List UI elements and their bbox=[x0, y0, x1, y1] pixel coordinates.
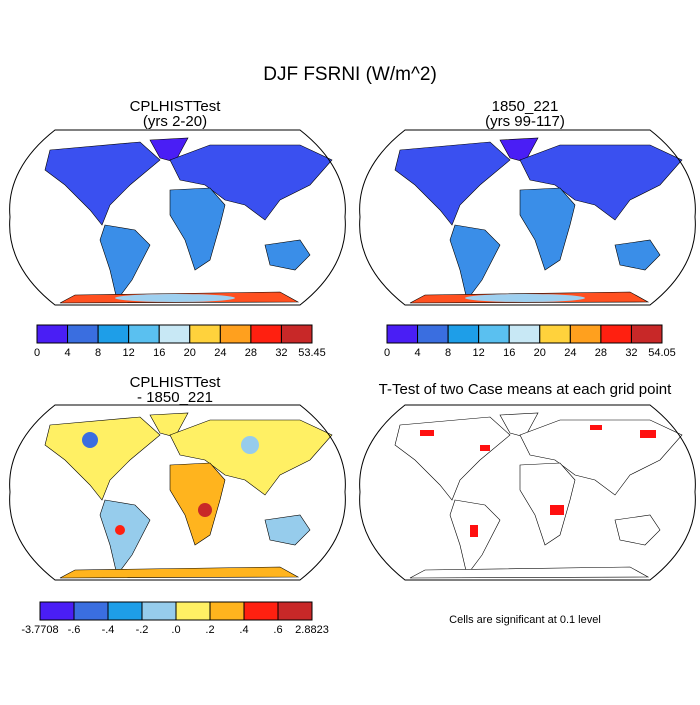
colorbar-box bbox=[280, 324, 313, 344]
colorbar-label: 53.45 bbox=[298, 347, 326, 359]
colorbar-label: 0 bbox=[384, 347, 390, 359]
panel-title: T-Test of two Case means at each grid po… bbox=[379, 381, 672, 398]
colorbar-box bbox=[39, 601, 75, 621]
map bbox=[9, 404, 346, 581]
colorbar-box bbox=[209, 601, 245, 621]
colorbar-box bbox=[277, 601, 313, 621]
colorbar-box bbox=[386, 324, 419, 344]
colorbar-box bbox=[189, 324, 221, 344]
colorbar-box bbox=[630, 324, 663, 344]
colorbar-box bbox=[417, 324, 449, 344]
colorbar-label: 8 bbox=[445, 347, 451, 359]
colorbar-box bbox=[128, 324, 160, 344]
colorbar-label: .4 bbox=[239, 624, 248, 636]
colorbar-box bbox=[219, 324, 252, 344]
panel-title: CPLHISTTest bbox=[130, 98, 222, 115]
colorbar-box bbox=[600, 324, 632, 344]
colorbar-label: .0 bbox=[171, 624, 180, 636]
colorbar-label: .2 bbox=[205, 624, 214, 636]
colorbar-label: 32 bbox=[625, 347, 637, 359]
colorbar-label: -.2 bbox=[136, 624, 149, 636]
colorbar-label: 12 bbox=[123, 347, 135, 359]
colorbar-label: 16 bbox=[503, 347, 515, 359]
colorbar-box bbox=[447, 324, 480, 344]
colorbar-box bbox=[539, 324, 571, 344]
colorbar-box bbox=[508, 324, 541, 344]
colorbar-label: 28 bbox=[595, 347, 607, 359]
colorbar-label: 28 bbox=[245, 347, 257, 359]
map bbox=[9, 129, 346, 306]
panel-title: CPLHISTTest bbox=[130, 374, 222, 391]
colorbar-box bbox=[141, 601, 177, 621]
colorbar-label: 2.8823 bbox=[295, 624, 329, 636]
colorbar-label: 24 bbox=[564, 347, 576, 359]
colorbar-label: -.6 bbox=[68, 624, 81, 636]
panel-subtitle: - 1850_221 bbox=[137, 389, 213, 406]
panel-subtitle: (yrs 99-117) bbox=[485, 113, 565, 130]
panel-subtitle: (yrs 2-20) bbox=[143, 113, 207, 130]
note: Cells are significant at 0.1 level bbox=[449, 614, 601, 626]
colorbar-label: 24 bbox=[214, 347, 226, 359]
colorbar-label: -3.7708 bbox=[21, 624, 58, 636]
colorbar-label: .6 bbox=[273, 624, 282, 636]
colorbar-label: 32 bbox=[275, 347, 287, 359]
colorbar-box bbox=[243, 601, 279, 621]
colorbar-box bbox=[107, 601, 143, 621]
colorbar-label: 8 bbox=[95, 347, 101, 359]
colorbar-label: 12 bbox=[473, 347, 485, 359]
colorbar-box bbox=[36, 324, 69, 344]
colorbar-box bbox=[250, 324, 282, 344]
colorbar-box bbox=[67, 324, 99, 344]
colorbar-label: 20 bbox=[534, 347, 546, 359]
colorbar-label: 4 bbox=[414, 347, 420, 359]
colorbar-box bbox=[569, 324, 602, 344]
map bbox=[359, 404, 696, 581]
colorbar-label: -.4 bbox=[102, 624, 115, 636]
colorbar-label: 4 bbox=[64, 347, 70, 359]
map bbox=[359, 129, 696, 306]
colorbar-box bbox=[175, 601, 211, 621]
colorbar-label: 20 bbox=[184, 347, 196, 359]
panel-title: 1850_221 bbox=[492, 98, 559, 115]
colorbar-box bbox=[478, 324, 510, 344]
colorbar-label: 16 bbox=[153, 347, 165, 359]
colorbar-box bbox=[73, 601, 109, 621]
colorbar-label: 54.05 bbox=[648, 347, 676, 359]
colorbar-label: 0 bbox=[34, 347, 40, 359]
colorbar-box bbox=[97, 324, 130, 344]
colorbar-box bbox=[158, 324, 191, 344]
figure-title: DJF FSRNI (W/m^2) bbox=[263, 64, 437, 85]
